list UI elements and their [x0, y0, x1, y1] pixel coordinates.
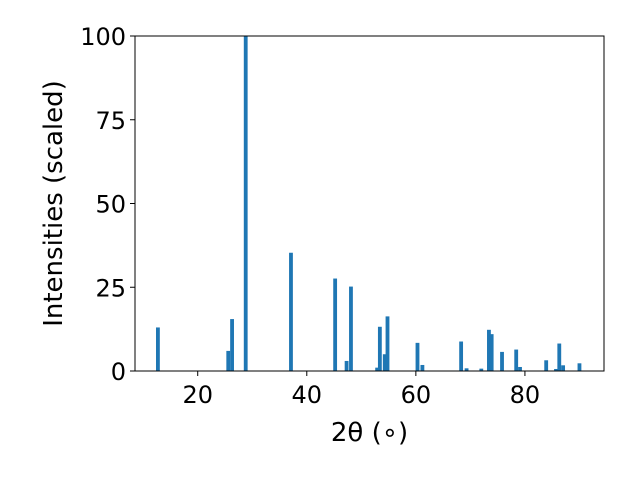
y-tick-label: 25 — [95, 274, 126, 302]
bar — [420, 364, 425, 371]
y-tick-label: 50 — [95, 191, 126, 219]
y-axis-ticks: 0 25 50 75 100 — [80, 23, 135, 386]
bar — [344, 360, 349, 371]
bar — [459, 341, 464, 371]
y-tick-label: 75 — [95, 107, 126, 135]
bar — [226, 350, 231, 371]
bar — [464, 368, 469, 371]
bar — [544, 360, 549, 371]
bar — [489, 334, 494, 371]
bar — [557, 343, 562, 371]
bar — [377, 326, 382, 371]
bar-group — [156, 36, 582, 371]
bar — [514, 349, 519, 371]
bar — [479, 368, 484, 371]
bar — [230, 319, 234, 371]
bar — [289, 252, 293, 371]
x-axis-label: 2θ (∘) — [331, 418, 408, 448]
bar — [577, 363, 582, 371]
bar — [500, 351, 504, 371]
x-axis-ticks: 20 40 60 80 — [182, 371, 540, 409]
bar — [415, 342, 420, 371]
bar — [382, 354, 387, 371]
bar — [385, 316, 390, 371]
bar — [375, 367, 380, 371]
bar — [487, 329, 491, 371]
x-tick-label: 80 — [510, 381, 541, 409]
bar — [243, 36, 248, 371]
bar — [349, 286, 353, 371]
x-tick-label: 40 — [292, 381, 323, 409]
bar — [156, 327, 160, 371]
x-tick-label: 60 — [401, 381, 432, 409]
y-tick-label: 100 — [80, 23, 126, 51]
bar — [333, 278, 338, 371]
bar — [561, 365, 566, 371]
bar — [518, 366, 522, 371]
y-tick-label: 0 — [111, 358, 126, 386]
bar — [554, 368, 558, 371]
x-tick-label: 20 — [182, 381, 213, 409]
y-axis-label: Intensities (scaled) — [39, 80, 69, 327]
